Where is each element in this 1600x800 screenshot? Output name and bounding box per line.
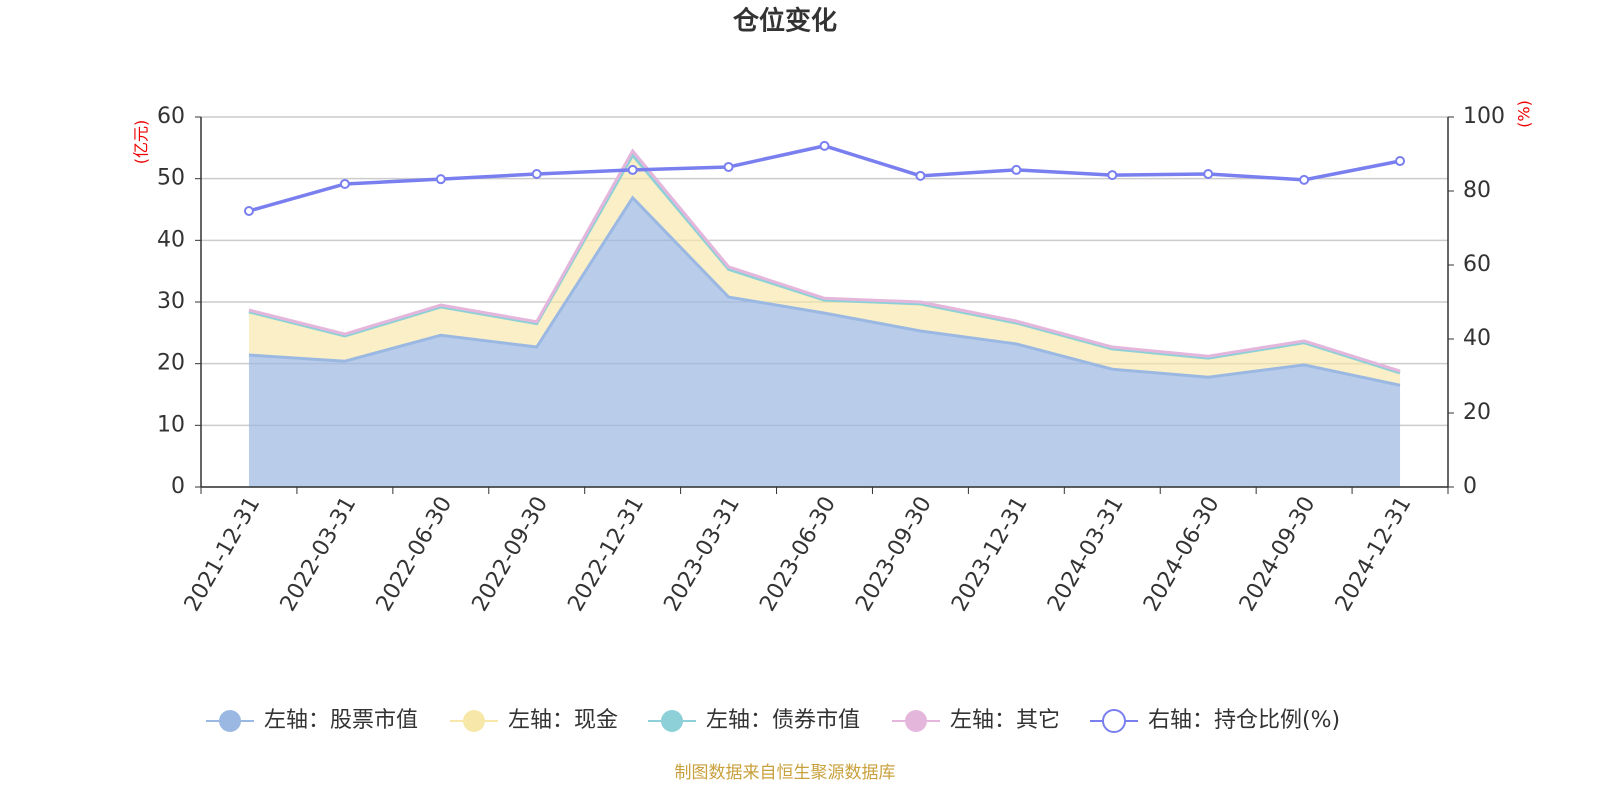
y-tick-label: 40 bbox=[157, 227, 185, 252]
legend-marker bbox=[219, 710, 241, 732]
area-line bbox=[248, 195, 1401, 387]
point bbox=[627, 164, 638, 175]
x-tick-label: 2023-03-31 bbox=[659, 493, 745, 616]
x-tick-label: 2024-06-30 bbox=[1139, 493, 1225, 616]
y2-tick-label: 0 bbox=[1463, 474, 1477, 499]
y-tick-label: 50 bbox=[157, 166, 185, 191]
legend-marker bbox=[1102, 709, 1126, 733]
legend-label: 右轴：持仓比例(%) bbox=[1148, 708, 1340, 733]
x-tick-label: 2024-03-31 bbox=[1043, 493, 1129, 616]
area-line bbox=[248, 148, 1401, 373]
y-tick-label: 10 bbox=[157, 412, 185, 437]
x-tick-label: 2021-12-31 bbox=[180, 493, 266, 616]
legend-label: 左轴：其它 bbox=[950, 708, 1060, 733]
point bbox=[531, 168, 542, 179]
legend-marker bbox=[661, 710, 683, 732]
point bbox=[435, 174, 446, 185]
y2-axis-label: (%) bbox=[1515, 100, 1534, 128]
legend-label: 左轴：债券市值 bbox=[706, 708, 860, 733]
point bbox=[1395, 156, 1406, 167]
legend-label: 左轴：现金 bbox=[508, 708, 618, 733]
y-axis-label: (亿元) bbox=[132, 120, 151, 165]
x-tick-label: 2022-12-31 bbox=[563, 493, 649, 616]
x-tick-label: 2022-06-30 bbox=[372, 493, 458, 616]
x-tick-label: 2024-09-30 bbox=[1235, 493, 1321, 616]
legend-label: 左轴：股票市值 bbox=[264, 708, 418, 733]
y2-tick-label: 20 bbox=[1463, 400, 1491, 425]
x-tick-label: 2023-09-30 bbox=[851, 493, 937, 616]
y2-tick-label: 60 bbox=[1463, 252, 1491, 277]
point bbox=[243, 205, 254, 216]
y2-tick-label: 100 bbox=[1463, 104, 1505, 129]
x-tick-label: 2022-03-31 bbox=[276, 493, 362, 616]
point bbox=[1107, 170, 1118, 181]
x-tick-label: 2023-06-30 bbox=[755, 493, 841, 616]
x-tick-label: 2024-12-31 bbox=[1331, 493, 1417, 616]
y2-tick-label: 40 bbox=[1463, 326, 1491, 351]
point bbox=[819, 140, 830, 151]
area-fill bbox=[248, 197, 1401, 488]
x-tick-label: 2022-09-30 bbox=[468, 493, 554, 616]
chart-title: 仓位变化 bbox=[732, 6, 837, 37]
source-note: 制图数据来自恒生聚源数据库 bbox=[675, 763, 896, 783]
legend-marker bbox=[905, 710, 927, 732]
point bbox=[915, 170, 926, 181]
x-tick-label: 2023-12-31 bbox=[947, 493, 1033, 616]
point bbox=[1203, 168, 1214, 179]
y-tick-label: 0 bbox=[171, 474, 185, 499]
area-fill bbox=[248, 155, 1401, 386]
point bbox=[1011, 164, 1022, 175]
y-tick-label: 60 bbox=[157, 104, 185, 129]
legend-marker bbox=[463, 710, 485, 732]
point bbox=[339, 178, 350, 189]
y-tick-label: 20 bbox=[157, 351, 185, 376]
point bbox=[723, 161, 734, 172]
point bbox=[1299, 174, 1310, 185]
area-line bbox=[248, 152, 1401, 375]
y-tick-label: 30 bbox=[157, 289, 185, 314]
y2-tick-label: 80 bbox=[1463, 178, 1491, 203]
